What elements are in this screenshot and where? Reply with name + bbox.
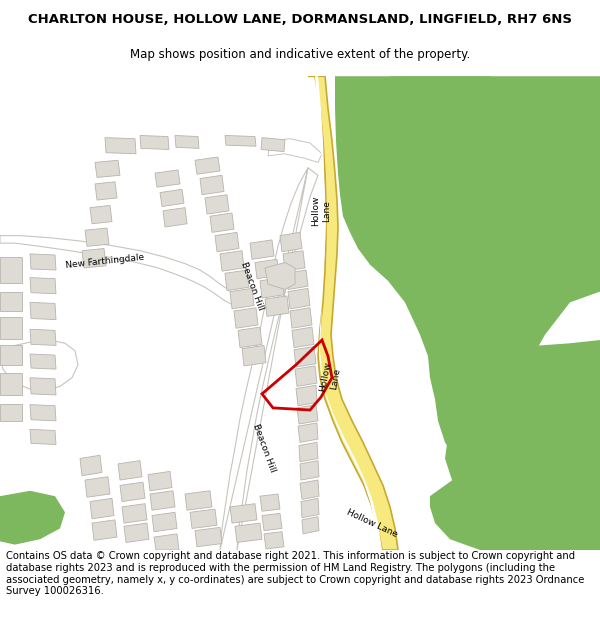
Polygon shape <box>0 292 22 311</box>
Text: Contains OS data © Crown copyright and database right 2021. This information is : Contains OS data © Crown copyright and d… <box>6 551 584 596</box>
Polygon shape <box>294 346 316 367</box>
Polygon shape <box>150 491 175 510</box>
Polygon shape <box>445 340 600 550</box>
Polygon shape <box>301 498 319 518</box>
Polygon shape <box>288 288 310 309</box>
Text: CHARLTON HOUSE, HOLLOW LANE, DORMANSLAND, LINGFIELD, RH7 6NS: CHARLTON HOUSE, HOLLOW LANE, DORMANSLAND… <box>28 12 572 26</box>
Polygon shape <box>205 195 229 214</box>
Polygon shape <box>283 251 305 271</box>
Text: Map shows position and indicative extent of the property.: Map shows position and indicative extent… <box>130 48 470 61</box>
Text: Beacon Hill: Beacon Hill <box>239 261 265 312</box>
Polygon shape <box>315 76 382 550</box>
Polygon shape <box>92 520 117 540</box>
Polygon shape <box>118 461 142 480</box>
Polygon shape <box>0 257 22 283</box>
Polygon shape <box>30 354 56 369</box>
Polygon shape <box>264 532 284 549</box>
Polygon shape <box>0 373 22 395</box>
Polygon shape <box>154 534 179 550</box>
Text: Hollow Lane: Hollow Lane <box>345 508 399 539</box>
Polygon shape <box>335 76 600 464</box>
Polygon shape <box>175 136 199 148</box>
Polygon shape <box>260 278 284 298</box>
Polygon shape <box>220 251 244 271</box>
Polygon shape <box>230 504 257 523</box>
Polygon shape <box>260 494 280 511</box>
Polygon shape <box>225 136 256 146</box>
Polygon shape <box>185 491 212 510</box>
Polygon shape <box>250 240 274 259</box>
Polygon shape <box>0 491 65 544</box>
Polygon shape <box>85 228 109 246</box>
Polygon shape <box>255 259 279 279</box>
Polygon shape <box>286 270 308 289</box>
Polygon shape <box>30 329 56 346</box>
Polygon shape <box>105 138 136 154</box>
Polygon shape <box>0 236 235 304</box>
Polygon shape <box>95 182 117 200</box>
Polygon shape <box>298 423 318 442</box>
Polygon shape <box>122 504 147 523</box>
Polygon shape <box>430 469 600 550</box>
Polygon shape <box>90 498 114 519</box>
Polygon shape <box>230 288 254 309</box>
Polygon shape <box>160 189 184 206</box>
Polygon shape <box>280 232 302 252</box>
Polygon shape <box>290 308 312 328</box>
Polygon shape <box>30 404 56 421</box>
Polygon shape <box>152 512 177 532</box>
Polygon shape <box>295 366 317 386</box>
Polygon shape <box>155 170 180 187</box>
Polygon shape <box>200 175 224 195</box>
Polygon shape <box>265 262 295 289</box>
Polygon shape <box>210 213 234 232</box>
Polygon shape <box>0 340 78 391</box>
Polygon shape <box>163 208 187 227</box>
Polygon shape <box>30 278 56 294</box>
Polygon shape <box>234 308 258 328</box>
Polygon shape <box>238 327 262 348</box>
Polygon shape <box>262 513 282 531</box>
Polygon shape <box>0 404 22 421</box>
Polygon shape <box>292 327 314 348</box>
Polygon shape <box>215 232 239 252</box>
Polygon shape <box>30 302 56 319</box>
Polygon shape <box>82 249 106 268</box>
Polygon shape <box>30 429 56 444</box>
Polygon shape <box>302 517 319 534</box>
Polygon shape <box>0 318 22 339</box>
Polygon shape <box>120 482 145 501</box>
Polygon shape <box>300 480 319 499</box>
Polygon shape <box>296 385 317 406</box>
Polygon shape <box>30 254 56 270</box>
Polygon shape <box>235 523 262 542</box>
Polygon shape <box>308 76 398 550</box>
Polygon shape <box>85 477 110 498</box>
Polygon shape <box>220 168 318 550</box>
Polygon shape <box>124 523 149 542</box>
Polygon shape <box>0 346 22 365</box>
Polygon shape <box>261 138 285 152</box>
Polygon shape <box>225 270 249 291</box>
Polygon shape <box>95 160 120 177</box>
Polygon shape <box>148 471 172 491</box>
Text: Hollow
Lane: Hollow Lane <box>311 196 331 226</box>
Polygon shape <box>195 157 220 174</box>
Polygon shape <box>195 528 222 547</box>
Polygon shape <box>30 378 56 395</box>
Polygon shape <box>242 346 266 366</box>
Polygon shape <box>190 509 217 529</box>
Text: Beacon Hill: Beacon Hill <box>251 422 277 473</box>
Polygon shape <box>265 296 289 316</box>
Text: Hollow
Lane: Hollow Lane <box>318 361 342 394</box>
Polygon shape <box>90 206 112 224</box>
Text: New Farthingdale: New Farthingdale <box>65 253 145 270</box>
Polygon shape <box>140 136 169 149</box>
Polygon shape <box>297 404 318 424</box>
Polygon shape <box>385 76 500 152</box>
Polygon shape <box>299 442 318 462</box>
Polygon shape <box>80 455 102 476</box>
Polygon shape <box>300 461 319 480</box>
Polygon shape <box>268 139 322 162</box>
